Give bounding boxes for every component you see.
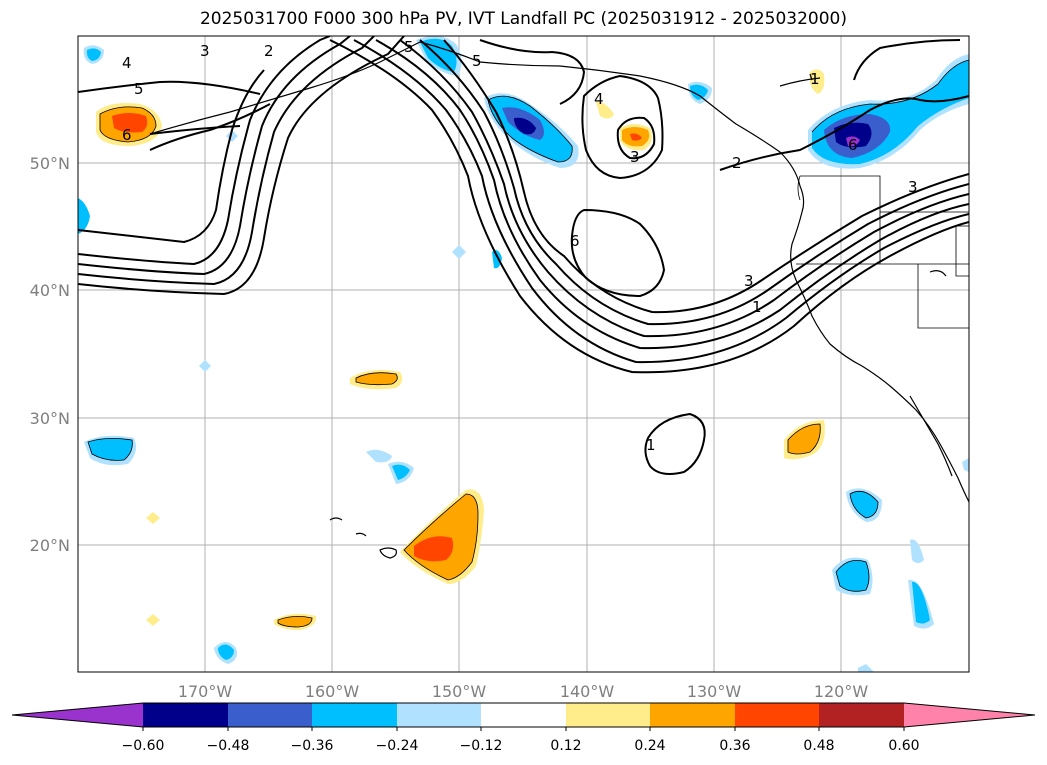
- contour-label: 4: [594, 90, 604, 108]
- contour-label: 1: [810, 70, 820, 88]
- shade-positive: [146, 512, 160, 524]
- latitude-labels: 50°N 40°N 30°N 20°N: [30, 154, 70, 555]
- lon-label: 120°W: [814, 682, 869, 701]
- lon-label: 130°W: [687, 682, 742, 701]
- contour-label: 5: [134, 80, 144, 98]
- chart-title: 2025031700 F000 300 hPa PV, IVT Landfall…: [199, 9, 847, 29]
- pv-contours: [78, 36, 969, 475]
- contour-label: 4: [122, 54, 132, 72]
- contour-label: 5: [404, 38, 414, 56]
- shade-positive: [112, 113, 148, 133]
- lon-label: 170°W: [178, 682, 233, 701]
- colorbar: −0.60 −0.48 −0.36 −0.24 −0.12 0.12 0.24 …: [11, 702, 1036, 754]
- shade-negative: [836, 560, 869, 592]
- lon-label: 160°W: [305, 682, 360, 701]
- contour-label: 6: [570, 232, 580, 250]
- shade-negative: [88, 438, 133, 461]
- shade-negative: [912, 581, 930, 624]
- colorbar-segment: [228, 703, 312, 727]
- shade-negative: [962, 458, 969, 472]
- contour-label: 2: [264, 42, 274, 60]
- shade-negative: [858, 664, 874, 672]
- shade-negative: [846, 136, 860, 147]
- lon-label: 140°W: [560, 682, 615, 701]
- colorbar-tick-label: 0.60: [888, 738, 919, 754]
- colorbar-tick-label: −0.12: [460, 738, 503, 754]
- contour-labels: 4 3 2 5 6 5 5 4 3 6 3 2 3 1 1 1 6: [122, 38, 918, 454]
- lat-label: 20°N: [30, 536, 70, 555]
- shade-positive: [809, 69, 825, 94]
- contour-label: 3: [744, 272, 754, 290]
- colorbar-segment: [481, 703, 566, 727]
- colorbar-ticks: [142, 727, 905, 731]
- shade-positive: [788, 424, 821, 454]
- shade-positive: [146, 614, 160, 626]
- lat-label: 40°N: [30, 281, 70, 300]
- colorbar-segment: [819, 703, 904, 727]
- colorbar-segment: [650, 703, 735, 727]
- colorbar-tick-label: −0.60: [122, 738, 165, 754]
- lon-label: 150°W: [432, 682, 487, 701]
- longitude-labels: 170°W 160°W 150°W 140°W 130°W 120°W: [178, 682, 869, 701]
- colorbar-tick-label: −0.48: [207, 738, 250, 754]
- map-frame: [77, 35, 970, 673]
- lat-label: 30°N: [30, 409, 70, 428]
- colorbar-segment: [566, 703, 650, 727]
- shade-negative: [850, 491, 878, 518]
- shade-negative: [492, 250, 502, 269]
- colorbar-segment: [397, 703, 481, 727]
- contour-label: 6: [848, 136, 858, 154]
- shade-negative: [78, 198, 90, 234]
- borders: [796, 175, 969, 329]
- colorbar-tick-label: 0.12: [550, 738, 581, 754]
- shade-negative: [452, 245, 466, 259]
- shade-negative: [199, 360, 211, 372]
- shade-negative: [366, 449, 392, 463]
- colorbar-segment: [735, 703, 819, 727]
- shade-negative: [392, 464, 410, 480]
- colorbar-segment: [143, 703, 228, 727]
- colorbar-tick-label: 0.36: [719, 738, 750, 754]
- shade-positive: [630, 133, 642, 141]
- shade-positive: [278, 616, 312, 627]
- shade-negative: [910, 539, 924, 563]
- colorbar-extend-right: [904, 703, 1035, 727]
- shade-positive: [596, 101, 614, 119]
- lat-label: 50°N: [30, 154, 70, 173]
- contour-label: 1: [752, 298, 762, 316]
- shade-negative: [514, 117, 536, 135]
- contour-label: 6: [122, 126, 132, 144]
- shade-negative: [86, 48, 101, 61]
- colorbar-tick-label: −0.24: [376, 738, 419, 754]
- colorbar-tick-label: 0.24: [634, 738, 665, 754]
- colorbar-tick-label: −0.36: [291, 738, 334, 754]
- contour-label: 3: [200, 42, 210, 60]
- colorbar-segment: [312, 703, 397, 727]
- contour-label: 2: [732, 154, 742, 172]
- contour-label: 1: [646, 436, 656, 454]
- contour-label: 3: [630, 148, 640, 166]
- colorbar-extend-left: [12, 703, 143, 727]
- shade-negative: [834, 122, 872, 148]
- pv-outline: [87, 59, 969, 628]
- contour-label: 5: [472, 52, 482, 70]
- contour-label: 3: [908, 178, 918, 196]
- shade-positive: [356, 372, 398, 385]
- colorbar-tick-label: 0.48: [803, 738, 834, 754]
- coastlines: [149, 41, 969, 559]
- shade-negative: [690, 84, 708, 100]
- shade-negative: [218, 644, 234, 660]
- shade-positive: [414, 536, 454, 562]
